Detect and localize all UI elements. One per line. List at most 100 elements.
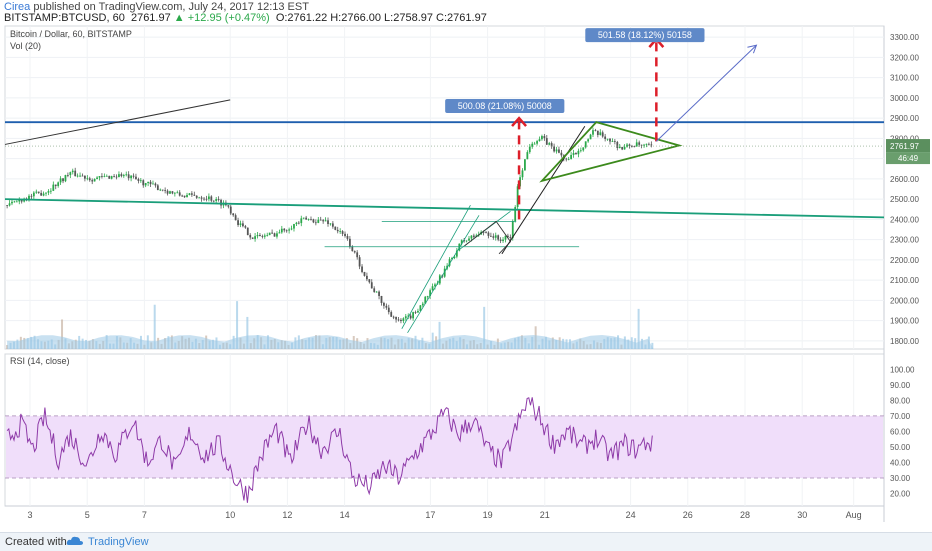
candle-body (312, 219, 315, 223)
candle-body (195, 195, 198, 198)
candle-body (268, 232, 271, 236)
candle-body (348, 238, 351, 247)
time-tick-label: 21 (540, 510, 550, 520)
candle-body (567, 158, 570, 160)
candle-body (353, 251, 356, 253)
candle-body (64, 175, 67, 182)
price-tick-label: 2000.00 (890, 296, 919, 305)
candle-body (188, 193, 191, 195)
candle-body (599, 132, 602, 135)
candle-body (66, 175, 69, 176)
candle-body (120, 174, 123, 177)
candle-body (210, 196, 213, 201)
candle-body (242, 223, 244, 227)
candle-body (431, 286, 434, 291)
change-value: ▲ +12.95 (+0.47%) (173, 12, 270, 24)
candle-body (156, 185, 159, 191)
candle-body (630, 146, 633, 147)
price-tick-label: 2500.00 (890, 195, 919, 204)
candle-body (424, 296, 427, 304)
candle-body (577, 150, 580, 155)
candle-body (171, 191, 174, 194)
candle-body (183, 195, 186, 198)
time-tick-label: Aug (846, 510, 862, 520)
candle-body (13, 201, 16, 203)
candle-body (154, 183, 157, 186)
candle-body (375, 291, 378, 293)
tradingview-link[interactable]: TradingView (88, 536, 149, 548)
volume-bar (651, 342, 654, 349)
candle-body (550, 143, 553, 147)
candle-body (504, 235, 507, 240)
candle-body (327, 220, 329, 225)
time-tick-label: 12 (282, 510, 292, 520)
candle-body (380, 296, 383, 303)
rsi-band (6, 415, 883, 479)
small-triangle (464, 220, 512, 255)
volume-bar (438, 321, 441, 349)
candle-body (565, 158, 568, 160)
candle-body (52, 184, 55, 191)
candle-body (319, 219, 322, 221)
candle-body (412, 312, 414, 319)
candle-body (434, 284, 436, 287)
candle-body (152, 183, 154, 185)
candle-body (11, 201, 13, 204)
candle-body (96, 177, 98, 180)
candle-body (147, 181, 150, 184)
chart-canvas[interactable]: 1800.00 1900.00 2000.00 2100.00 2200.00 2300.… (0, 24, 932, 532)
annotation-label-2: 501.58 (18.12%) 50158 (598, 30, 692, 40)
candle-body (470, 235, 473, 239)
candle-body (621, 146, 624, 150)
candle-body (387, 307, 390, 313)
candle-body (601, 132, 604, 137)
volume-ma-area (7, 335, 654, 349)
candle-body (507, 235, 509, 238)
candle-body (20, 199, 23, 202)
price-tick-label: 2200.00 (890, 256, 919, 265)
price-tick-label: 1800.00 (890, 337, 919, 346)
time-tick-label: 3 (27, 510, 32, 520)
last-price-box (886, 139, 930, 153)
candle-body (300, 218, 303, 224)
candle-body (404, 316, 407, 319)
candle-body (451, 257, 453, 260)
candle-body (205, 198, 208, 200)
candle-body (356, 252, 359, 258)
candle-body (69, 172, 72, 176)
candle-body (572, 152, 575, 155)
candle-body (516, 186, 519, 208)
candle-body (443, 268, 446, 277)
candle-body (492, 236, 495, 238)
candle-body (57, 182, 60, 186)
footer-bar: Created with TradingView (0, 532, 932, 551)
volume-bar (637, 308, 640, 349)
candle-body (609, 138, 611, 142)
candle-body (521, 170, 524, 178)
author-link[interactable]: Cirea (4, 1, 31, 13)
candle-body (463, 240, 466, 242)
candle-body (633, 146, 636, 148)
annotation-label-2-box (585, 28, 705, 43)
candle-body (453, 256, 456, 258)
annotation-label-1-box (445, 98, 565, 113)
candle-body (460, 240, 463, 244)
volume-pane-title: Vol (20) (10, 41, 41, 51)
candle-body (81, 175, 84, 177)
quote-line: BITSTAMP:BTCUSD, 60 2761.97 ▲ +12.95 (+0… (4, 12, 487, 24)
candle-body (115, 176, 118, 178)
candle-body (397, 319, 400, 321)
candle-body (176, 192, 179, 194)
candle-body (101, 176, 103, 177)
rsi-tick-label: 70.00 (890, 412, 911, 421)
annotation-label-1: 500.08 (21.08%) 50008 (458, 101, 552, 111)
candle-body (6, 205, 9, 207)
time-tick-label: 7 (142, 510, 147, 520)
candle-body (47, 191, 50, 193)
volume-bar (483, 306, 486, 349)
candle-body (643, 144, 645, 146)
price-tick-label: 3200.00 (890, 53, 919, 62)
candle-body (402, 318, 405, 322)
candle-body (74, 170, 77, 177)
candle-body (400, 319, 402, 322)
